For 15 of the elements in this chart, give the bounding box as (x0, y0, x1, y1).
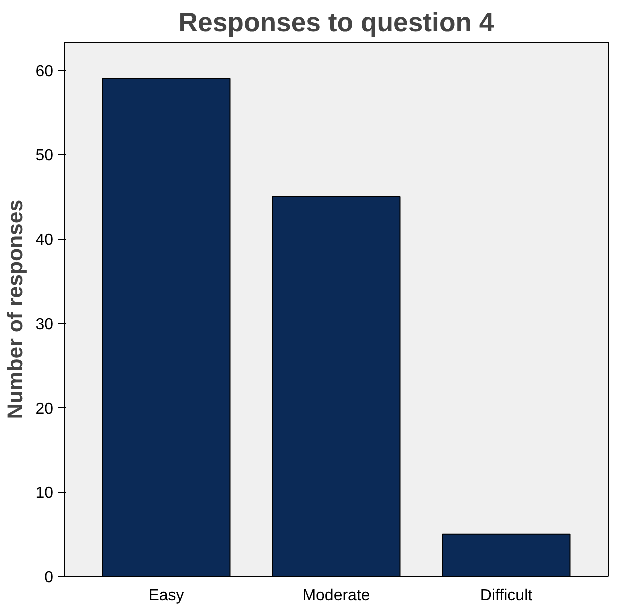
bar (272, 196, 401, 576)
bar (102, 78, 231, 576)
x-tick-label: Difficult (480, 588, 534, 604)
y-tick-label: 40 (36, 232, 54, 250)
y-tick-label: 20 (36, 400, 54, 418)
x-tick-label: Easy (148, 588, 184, 604)
chart-title: Responses to question 4 (178, 8, 494, 38)
y-tick-label: 10 (36, 485, 54, 502)
y-tick-label: 30 (36, 316, 54, 334)
y-axis-title: Number of responses (4, 200, 28, 420)
x-tick-label: Moderate (302, 588, 370, 604)
y-tick-label: 60 (36, 63, 54, 80)
y-tick-label: 50 (36, 148, 54, 165)
bar (442, 534, 571, 576)
y-tick-label: 0 (44, 570, 54, 586)
